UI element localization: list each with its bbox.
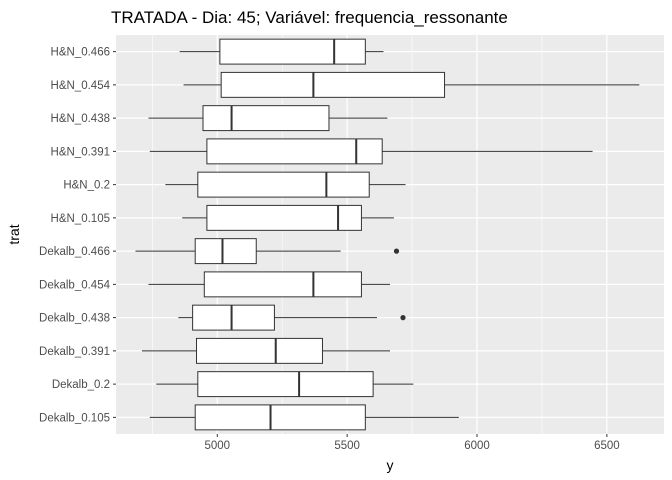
y-tick-label: H&N_0.2 — [63, 180, 110, 192]
box-Dekalb_0.466 — [135, 238, 400, 265]
chart-title: TRATADA - Dia: 45; Variável: frequencia_… — [111, 8, 508, 27]
iqr-box — [197, 171, 370, 198]
x-tick-label: 6500 — [594, 440, 620, 452]
x-tick-label: 5500 — [334, 440, 360, 452]
minor-gridlines — [152, 35, 543, 434]
iqr-box — [202, 105, 330, 132]
iqr-box — [203, 271, 362, 298]
y-tick-label: Dekalb_0.391 — [39, 346, 110, 358]
outlier-point — [393, 248, 400, 254]
iqr-box — [196, 337, 323, 364]
y-tick-label: H&N_0.438 — [51, 113, 110, 125]
box-Dekalb_0.2 — [156, 371, 414, 398]
x-tick-label: 6000 — [464, 440, 490, 452]
y-tick-label: Dekalb_0.466 — [39, 246, 110, 258]
box-H&N_0.454 — [183, 71, 640, 98]
y-tick-label: H&N_0.105 — [51, 213, 110, 225]
y-tick-label: H&N_0.466 — [51, 47, 110, 59]
iqr-box — [220, 71, 446, 98]
y-axis-ticks: H&N_0.466 H&N_0.454 H&N_0.438 H&N_0.391 H&N_… — [39, 47, 116, 424]
box-H&N_0.466 — [179, 38, 384, 65]
iqr-box — [192, 304, 275, 331]
plot-panel — [116, 35, 664, 434]
y-tick-label: Dekalb_0.2 — [52, 379, 110, 391]
x-axis-ticks: 5000 5500 6000 6500 — [204, 434, 620, 452]
box-H&N_0.438 — [148, 105, 388, 132]
box-H&N_0.2 — [165, 171, 406, 198]
y-tick-label: H&N_0.454 — [51, 80, 111, 92]
y-tick-label: H&N_0.391 — [51, 146, 110, 158]
iqr-box — [194, 238, 257, 265]
box-H&N_0.105 — [182, 204, 394, 231]
x-tick-label: 5000 — [204, 440, 230, 452]
box-series — [135, 38, 640, 431]
box-H&N_0.391 — [149, 138, 593, 165]
iqr-box — [197, 371, 374, 398]
box-Dekalb_0.105 — [149, 404, 459, 431]
iqr-box — [219, 38, 366, 65]
iqr-box — [194, 404, 366, 431]
box-Dekalb_0.454 — [148, 271, 390, 298]
box-Dekalb_0.391 — [141, 337, 390, 364]
iqr-box — [206, 138, 383, 165]
y-axis-title: trat — [6, 224, 22, 244]
iqr-box — [206, 204, 362, 231]
box-Dekalb_0.438 — [178, 304, 406, 331]
x-axis-title: y — [387, 457, 394, 473]
outlier-point — [400, 315, 406, 321]
y-tick-label: Dekalb_0.438 — [39, 313, 110, 325]
y-tick-label: Dekalb_0.105 — [39, 412, 110, 424]
y-tick-label: Dekalb_0.454 — [39, 279, 111, 291]
